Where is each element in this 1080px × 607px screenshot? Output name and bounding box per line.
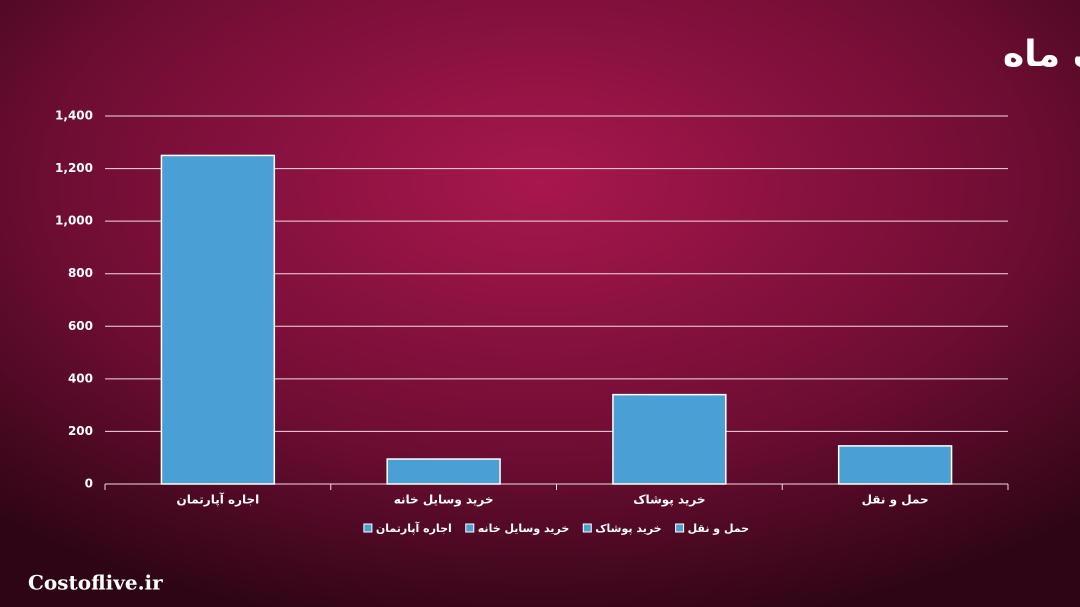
y-tick-label: 600 [68,319,93,333]
legend-swatch [465,523,475,533]
x-tick-label: خرید وسایل خانه [394,493,494,508]
y-tick-label: 200 [68,424,93,438]
legend-swatch [582,523,592,533]
legend-swatch [675,523,685,533]
legend-label: حمل و نقل [688,522,749,535]
y-tick-label: 800 [68,266,93,280]
legend-label: اجاره آپارتمان [376,521,452,535]
bar [837,445,953,485]
bar [160,154,276,485]
legend-label: خرید وسایل خانه [478,522,570,535]
legend-swatch [363,523,373,533]
chart-title: کلیات هزینه ها برای یک ماه [1003,34,1080,75]
y-tick-label: 1,000 [55,214,93,228]
x-tick-label: اجاره آپارتمان [176,492,259,507]
y-tick-label: 1,400 [55,109,93,123]
bar [386,458,501,485]
watermark: Costoflive.ir [28,571,163,595]
x-tick-label: حمل و نقل [862,493,929,508]
bar [612,393,727,485]
y-tick-label: 400 [68,371,93,385]
y-tick-label: 0 [85,477,93,491]
legend-label: خرید پوشاک [595,522,661,535]
y-tick-label: 1,200 [55,161,93,175]
x-tick-label: خرید پوشاک [633,493,705,508]
